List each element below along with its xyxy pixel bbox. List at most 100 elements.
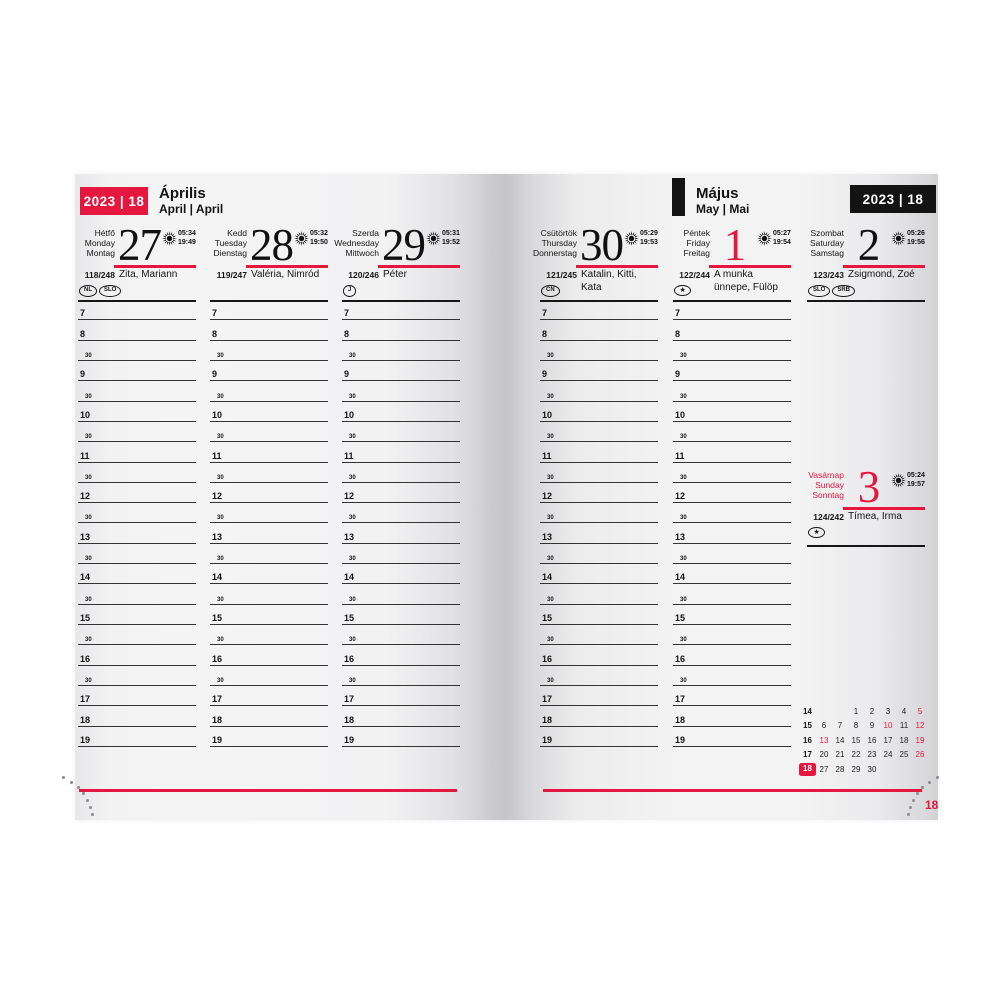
day-name-line: Hétfő — [94, 228, 115, 238]
time-label: 9 — [344, 369, 350, 380]
day-name-line: Szerda — [352, 228, 379, 238]
time-label: 9 — [542, 369, 548, 380]
calendar-day: 4 — [901, 706, 907, 716]
holiday-star-badge: ★ — [808, 527, 826, 539]
half-hour-row: 30 — [342, 381, 460, 402]
calendar-week-number: 16 — [803, 735, 812, 745]
time-label: 17 — [212, 694, 223, 705]
hour-row: 19 — [342, 727, 460, 747]
calendar-day: 22 — [851, 750, 861, 760]
day-name-line: Sunday — [815, 480, 844, 491]
hour-row: 16 — [210, 645, 328, 666]
day-name-line: Mittwoch — [345, 248, 379, 259]
day-of-year: 118/248 — [84, 270, 115, 280]
day-names: Kedd Tuesday Dienstag — [213, 228, 247, 259]
day-underline — [843, 265, 925, 268]
half-hour-row: 30 — [673, 463, 791, 483]
hour-row: 12 — [540, 483, 658, 504]
perforation-dot — [921, 786, 924, 789]
time-label: 13 — [212, 531, 223, 542]
time-label: 7 — [212, 308, 218, 319]
hour-row: 17 — [540, 686, 658, 707]
time-label: 13 — [675, 531, 686, 542]
day-number: 2 — [857, 220, 881, 270]
day-number: 30 — [580, 220, 624, 270]
hour-row: 19 — [78, 727, 196, 747]
time-label: 7 — [675, 308, 681, 319]
time-label: 30 — [217, 596, 224, 603]
calendar-day: 26 — [915, 750, 925, 760]
time-label: 17 — [344, 694, 355, 705]
nameday: Péter — [383, 269, 407, 282]
time-label: 12 — [542, 491, 553, 502]
time-label: 15 — [675, 613, 686, 623]
right-month-title: Május — [696, 185, 739, 202]
time-label: 30 — [217, 352, 224, 359]
calendar-week-row: 14 1 2 3 4 5 — [799, 704, 929, 719]
day-underline — [709, 265, 791, 268]
day-number: 27 — [118, 220, 162, 270]
hour-row: 14 — [78, 564, 196, 585]
hour-row: 17 — [673, 686, 791, 707]
half-hour-row: 30 — [78, 463, 196, 483]
calendar-day: 15 — [851, 735, 861, 745]
sun-times: 05:32 19:50 — [310, 229, 328, 247]
time-label: 30 — [217, 393, 224, 400]
half-hour-row: 30 — [78, 584, 196, 605]
half-hour-row: 30 — [673, 381, 791, 402]
time-label: 11 — [212, 450, 222, 461]
day-column: Csütörtök Thursday Donnerstag 30 05:29 19:53 1… — [533, 220, 658, 800]
time-grid: 7 8 30 9 30 10 30 11 30 12 30 13 30 14 30 15 30 16 30 17 18 1… — [78, 300, 196, 747]
sun-times: 05:34 19:49 — [178, 229, 196, 247]
half-hour-row: 30 — [342, 341, 460, 361]
right-month-header: Május May | Mai — [696, 185, 749, 216]
hour-row: 13 — [540, 523, 658, 544]
time-label: 30 — [680, 393, 687, 400]
hour-row: 17 — [78, 686, 196, 707]
calendar-day: 12 — [915, 721, 925, 731]
day-name-line: Csütörtök — [540, 228, 577, 238]
hour-row: 9 — [342, 361, 460, 382]
time-label: 11 — [542, 450, 552, 461]
hour-row: 11 — [673, 442, 791, 463]
sunrise-time: 05:24 — [907, 472, 925, 479]
half-hour-row: 30 — [342, 544, 460, 565]
half-hour-row: 30 — [342, 463, 460, 483]
hour-row: 18 — [210, 706, 328, 727]
time-grid: 7 8 30 9 30 10 30 11 30 12 30 13 30 14 30 15 30 16 30 17 18 1… — [673, 300, 791, 747]
day-name-line: Tuesday — [214, 238, 247, 249]
nameday: Zsigmond, Zoé — [848, 269, 915, 282]
time-label: 30 — [217, 474, 224, 481]
sunrise-sunset: 05:27 19:54 — [757, 229, 791, 247]
day-name-line: Saturday — [809, 238, 844, 249]
hour-row: 8 — [210, 320, 328, 341]
time-label: 30 — [680, 637, 687, 644]
hour-row: 18 — [540, 706, 658, 727]
half-hour-row: 30 — [78, 625, 196, 646]
hour-row: 7 — [78, 300, 196, 321]
day-of-year: 120/246 — [348, 270, 379, 280]
time-label: 16 — [212, 653, 223, 664]
perforation-dot — [89, 806, 92, 809]
half-hour-row: 30 — [210, 341, 328, 361]
hour-row: 7 — [540, 300, 658, 321]
day-name-line: Sonntag — [812, 490, 844, 501]
calendar-week-row: 18 27 28 29 30 — [799, 762, 929, 777]
time-label: 13 — [344, 531, 355, 542]
time-label: 17 — [542, 694, 553, 705]
hour-row: 12 — [210, 483, 328, 504]
day-name-line: Montag — [86, 248, 115, 259]
nameday: Katalin, Kitti, Kata — [581, 269, 637, 294]
day-header: Csütörtök Thursday Donnerstag 30 05:29 19:53 1… — [533, 220, 658, 302]
hour-row: 14 — [540, 564, 658, 585]
perforation-dot — [912, 799, 915, 802]
time-label: 19 — [542, 734, 553, 745]
time-label: 30 — [547, 352, 554, 359]
time-label: 30 — [349, 515, 356, 522]
right-month-subtitle: May | Mai — [696, 202, 750, 216]
day-name-line: Monday — [84, 238, 115, 249]
time-label: 30 — [349, 393, 356, 400]
half-hour-row: 30 — [342, 422, 460, 443]
time-label: 30 — [85, 556, 92, 563]
half-hour-row: 30 — [210, 503, 328, 524]
